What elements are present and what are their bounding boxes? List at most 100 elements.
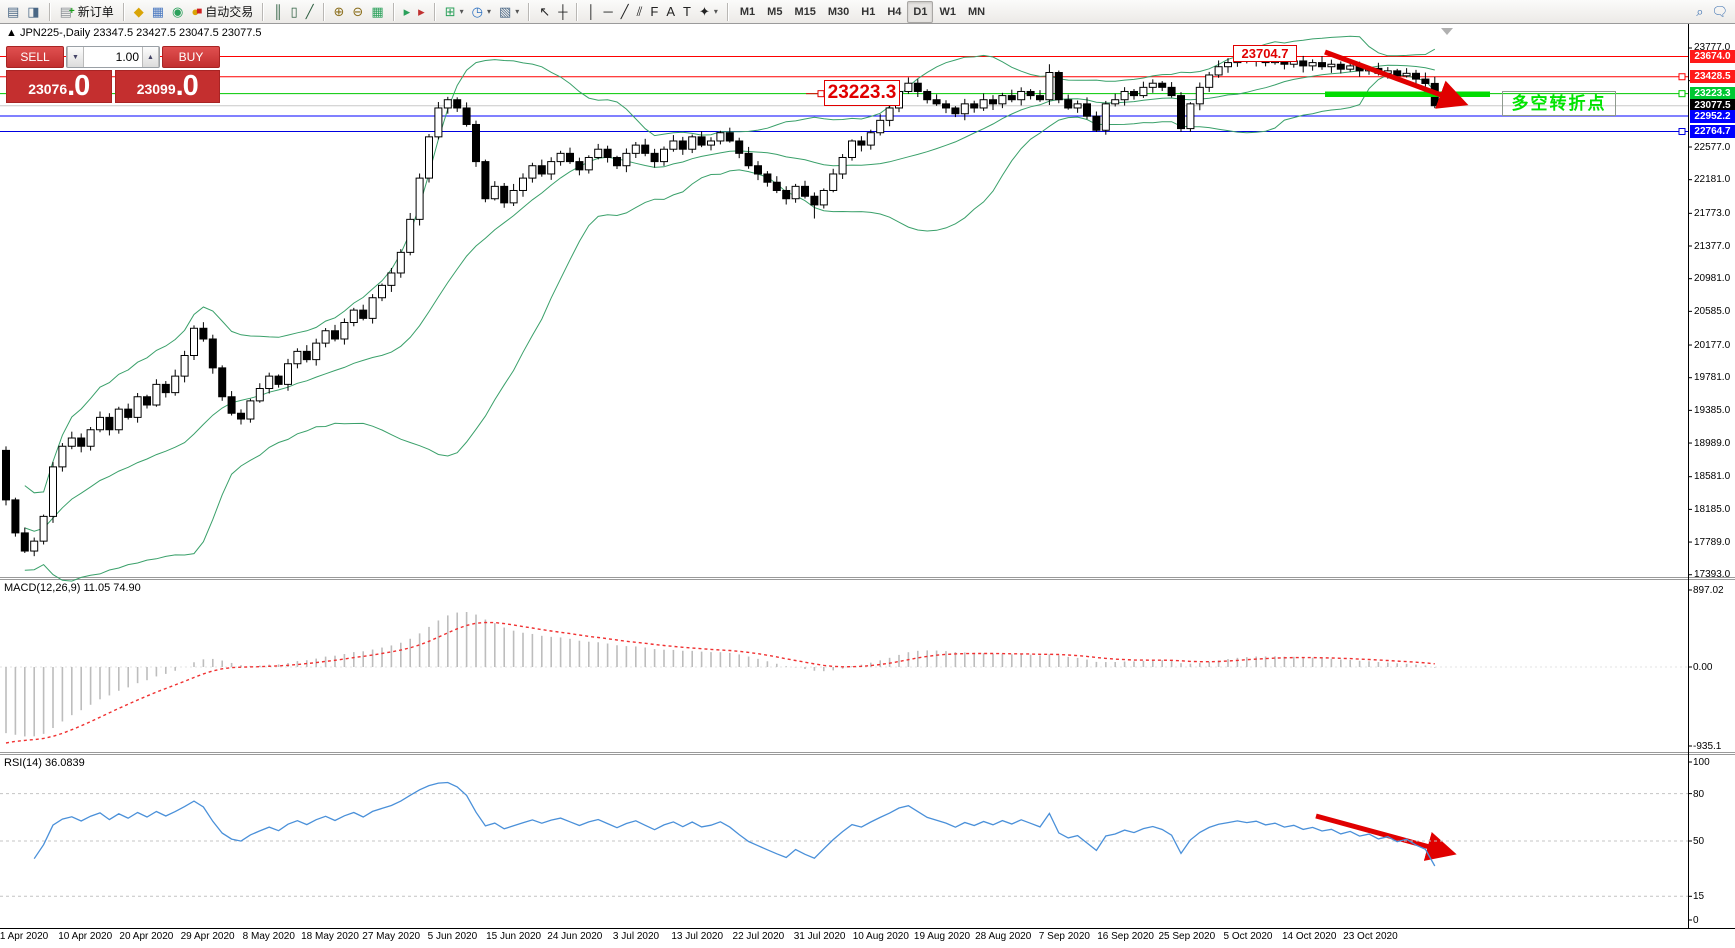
timeframe-m15-button[interactable]: M15	[794, 5, 816, 18]
candlestick-chart-type-button[interactable]: ▯	[287, 1, 302, 23]
timeframe-h4-button[interactable]: H4	[887, 5, 902, 18]
trendline-button[interactable]: ╱	[617, 1, 633, 23]
templates-button[interactable]: ▧ ▾	[495, 1, 523, 23]
new-order-button[interactable]: ▤ + 新订单	[56, 1, 118, 23]
candlestick	[387, 267, 396, 292]
line-chart-type-button[interactable]: ╱	[302, 1, 318, 23]
candlestick	[1007, 89, 1016, 103]
indicators-dropdown-icon[interactable]: ▾	[459, 7, 464, 16]
collapse-triangle-icon[interactable]: ▲	[6, 27, 20, 39]
sell-button[interactable]: SELL	[6, 46, 64, 68]
market-watch-button[interactable]: ▦	[148, 1, 168, 23]
candlestick	[415, 173, 424, 226]
timeframe-m5-button[interactable]: M5	[767, 5, 783, 18]
timeframe-w1-button[interactable]: W1	[939, 5, 956, 18]
chart-shift-button[interactable]: ▸	[414, 1, 429, 23]
horizontal-line-button[interactable]: ─	[600, 1, 617, 23]
candlestick	[857, 136, 866, 152]
volume-increase-button[interactable]: ▲	[142, 47, 159, 67]
signals-button[interactable]: ◉	[168, 1, 187, 23]
downtrend-arrow-main[interactable]	[1324, 49, 1469, 109]
candlestick	[660, 146, 668, 166]
support-zone-bar[interactable]	[1325, 91, 1490, 98]
candlestick	[650, 148, 659, 168]
zoom-out-icon: ⊖	[352, 4, 364, 19]
price-axis-tick: 23777.0	[1694, 42, 1731, 54]
candlestick	[472, 120, 480, 167]
timeframe-m30-button[interactable]: M30	[827, 5, 850, 18]
buy-price-display[interactable]: 23099.0	[114, 70, 220, 103]
high-price-callout[interactable]: 23704.7	[1233, 45, 1297, 62]
candlestick	[1111, 93, 1120, 107]
text-button[interactable]: A	[662, 1, 679, 23]
profiles-button[interactable]: ◨	[23, 1, 43, 23]
mid-price-callout[interactable]: 23223.3	[824, 80, 900, 106]
periods-dropdown-icon[interactable]: ▾	[486, 7, 491, 16]
candlestick	[970, 100, 979, 113]
auto-scroll-button[interactable]: ▸	[400, 1, 415, 23]
date-axis-label: 24 Jun 2020	[547, 931, 603, 942]
arrows-tool-button[interactable]: ✦ ▾	[695, 1, 722, 23]
periods-button[interactable]: ◷ ▾	[468, 1, 495, 23]
text-label-button[interactable]: T	[679, 1, 695, 23]
tile-windows-button[interactable]: ▦	[367, 1, 387, 23]
candlestick	[923, 89, 932, 104]
price-axis-tick: 21377.0	[1694, 240, 1731, 252]
buy-button[interactable]: BUY	[162, 46, 220, 68]
toolbar-separator	[48, 2, 51, 21]
candlestick	[180, 350, 189, 383]
arrows-tool-dropdown-icon[interactable]: ▾	[713, 7, 718, 16]
candlestick	[575, 157, 584, 176]
candlestick	[556, 150, 565, 166]
sell-price-display[interactable]: 23076.0	[6, 70, 112, 103]
turning-point-text-box[interactable]: 多空转折点	[1502, 91, 1616, 116]
timeframe-m1-button[interactable]: M1	[739, 5, 756, 18]
zoom-out-button[interactable]: ⊖	[348, 1, 367, 23]
metaeditor-button[interactable]: ◆	[130, 1, 148, 23]
timeframe-mn-button[interactable]: MN	[967, 5, 986, 18]
candlestick	[801, 180, 809, 199]
downtrend-arrow-rsi[interactable]	[1315, 813, 1457, 861]
timeframe-h1-button[interactable]: H1	[861, 5, 876, 18]
candlestick	[547, 157, 556, 180]
volume-field: ▼ ▲	[66, 46, 160, 68]
vertical-line-button[interactable]: │	[583, 1, 599, 23]
toolbar-separator	[528, 2, 531, 21]
tile-windows-icon: ▦	[371, 4, 384, 19]
fibonacci-button[interactable]: F	[646, 1, 662, 23]
price-axis-tick: 22181.0	[1694, 174, 1731, 186]
zoom-in-button[interactable]: ⊕	[330, 1, 349, 23]
volume-input[interactable]	[84, 47, 142, 67]
candlestick	[641, 138, 650, 157]
candlestick	[67, 431, 76, 450]
rsi-axis-tick: 50	[1693, 836, 1705, 847]
candlestick	[584, 155, 593, 174]
candlestick	[1045, 64, 1054, 105]
indicators-button[interactable]: ⊞ ▾	[441, 1, 468, 23]
candlestick	[519, 173, 527, 197]
candlestick	[669, 135, 678, 152]
cursor-button[interactable]: ↖	[535, 1, 554, 23]
templates-dropdown-icon[interactable]: ▾	[515, 7, 520, 16]
date-axis-label: 15 Jun 2020	[486, 931, 542, 942]
autotrading-button[interactable]: ● ■ 自动交易	[187, 1, 257, 23]
timeframe-d1-button[interactable]: D1	[907, 0, 934, 23]
candlestick	[462, 102, 471, 127]
equidistant-channel-button[interactable]: ⫽	[633, 1, 647, 23]
candlestick	[942, 100, 950, 114]
candlestick	[1083, 97, 1091, 120]
window-list-button[interactable]: ▤	[3, 1, 23, 23]
candlestick	[490, 181, 499, 201]
new-order-icon: ▤	[59, 4, 72, 19]
price-level-badge: 23223.3	[1690, 87, 1735, 101]
date-axis-label: 25 Sep 2020	[1158, 931, 1216, 942]
candlestick	[932, 94, 941, 106]
volume-decrease-button[interactable]: ▼	[67, 47, 84, 67]
chat-button[interactable]: 🗨	[1707, 1, 1732, 23]
candlestick	[396, 249, 405, 278]
candlestick	[1327, 59, 1336, 73]
crosshair-button[interactable]: ┼	[554, 1, 571, 23]
search-button[interactable]: ⌕	[1692, 1, 1707, 23]
bar-chart-type-button[interactable]: ║	[269, 1, 286, 23]
